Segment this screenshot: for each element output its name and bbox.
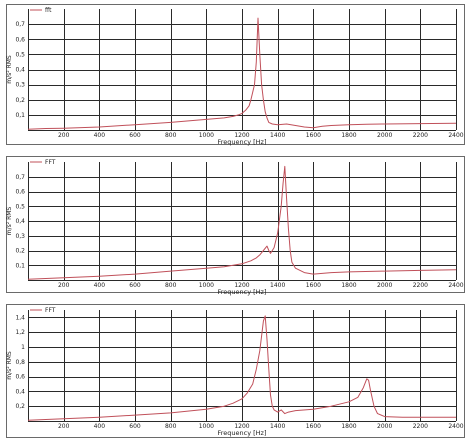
x-tick-label: 1000 (199, 282, 214, 289)
y-tick-label: 1,4 (15, 314, 25, 321)
legend: FFT (30, 159, 56, 166)
y-axis-label: m/s² RMS (6, 207, 13, 236)
x-tick-label: 2200 (413, 282, 428, 289)
y-tick-label: 0,3 (15, 233, 25, 240)
x-tick-label: 800 (165, 282, 177, 289)
x-tick-label: 1200 (234, 132, 249, 139)
x-tick-label: 600 (129, 423, 141, 430)
chart-1: 200 400 600 800 1000 1200 1400 1600 1800 2000 2200… (6, 4, 465, 146)
x-tick-label: 1400 (270, 282, 285, 289)
x-tick-label: 400 (94, 423, 106, 430)
x-tick-label: 200 (58, 282, 70, 289)
x-tick-label: 2000 (377, 282, 392, 289)
x-tick-label: 1800 (341, 282, 356, 289)
series-line (27, 17, 457, 130)
series-line (27, 165, 457, 280)
x-tick-label: 1800 (341, 423, 356, 430)
y-tick-label: 0,7 (15, 174, 25, 181)
y-tick-label: 0,1 (15, 262, 25, 269)
legend-label: FFT (45, 159, 56, 166)
chart-frame (6, 156, 465, 293)
x-axis-label: Frequency [Hz] (217, 429, 266, 437)
y-tick-label: 0,6 (15, 36, 25, 43)
legend: fft (30, 7, 52, 14)
x-tick-label: 2000 (377, 423, 392, 430)
x-tick-label: 400 (94, 132, 106, 139)
x-tick-label: 2400 (448, 423, 463, 430)
y-tick-label: 0,6 (15, 374, 25, 381)
x-axis-label: Frequency [Hz] (217, 288, 266, 296)
x-tick-label: 800 (165, 132, 177, 139)
x-tick-label: 600 (129, 132, 141, 139)
x-tick-label: 1200 (234, 423, 249, 430)
series-line (27, 315, 456, 421)
legend: FFT (30, 307, 56, 314)
y-tick-label: 0,4 (15, 218, 25, 225)
y-tick-label: 0,5 (15, 51, 25, 58)
x-tick-label: 2200 (413, 132, 428, 139)
x-tick-label: 1400 (270, 423, 285, 430)
legend-label: FFT (45, 307, 56, 314)
x-tick-label: 1800 (341, 132, 356, 139)
x-axis-label: Frequency [Hz] (217, 138, 266, 146)
x-tick-label: 1200 (234, 282, 249, 289)
x-tick-label: 1000 (199, 132, 214, 139)
chart-3: 200 400 600 800 1000 1200 1400 1600 1800 2000 2200… (6, 304, 465, 438)
y-tick-label: 0,4 (15, 67, 25, 74)
x-tick-label: 600 (129, 282, 141, 289)
x-tick-label: 2400 (448, 132, 463, 139)
y-tick-label: 0,2 (15, 403, 25, 410)
x-tick-label: 1600 (306, 282, 321, 289)
y-tick-label: 1 (21, 344, 25, 351)
x-tick-label: 2000 (377, 132, 392, 139)
chart-frame (6, 4, 465, 145)
x-tick-label: 1400 (270, 132, 285, 139)
x-tick-label: 1000 (199, 423, 214, 430)
x-tick-label: 1600 (306, 132, 321, 139)
x-tick-label: 200 (58, 423, 70, 430)
y-tick-label: 0,6 (15, 189, 25, 196)
y-tick-label: 0,3 (15, 82, 25, 89)
y-tick-label: 0,8 (15, 359, 25, 366)
chart-2: 200 400 600 800 1000 1200 1400 1600 1800 2000 2200… (6, 156, 465, 296)
y-tick-label: 0,4 (15, 388, 25, 395)
x-tick-label: 400 (94, 282, 106, 289)
x-tick-label: 2200 (413, 423, 428, 430)
x-tick-label: 2400 (448, 282, 463, 289)
chart-frame (6, 304, 465, 438)
x-tick-label: 200 (58, 132, 70, 139)
y-tick-label: 0,2 (15, 97, 25, 104)
y-tick-label: 0,2 (15, 248, 25, 255)
y-tick-label: 0,7 (15, 21, 25, 28)
y-axis-label: m/s² RMS (6, 55, 13, 84)
x-tick-label: 1600 (306, 423, 321, 430)
y-tick-label: 1,2 (15, 329, 25, 336)
y-tick-label: 0,5 (15, 203, 25, 210)
y-tick-label: 0,1 (15, 112, 25, 119)
x-tick-label: 800 (165, 423, 177, 430)
legend-label: fft (45, 7, 52, 14)
y-axis-label: m/s² RMS (6, 351, 13, 380)
